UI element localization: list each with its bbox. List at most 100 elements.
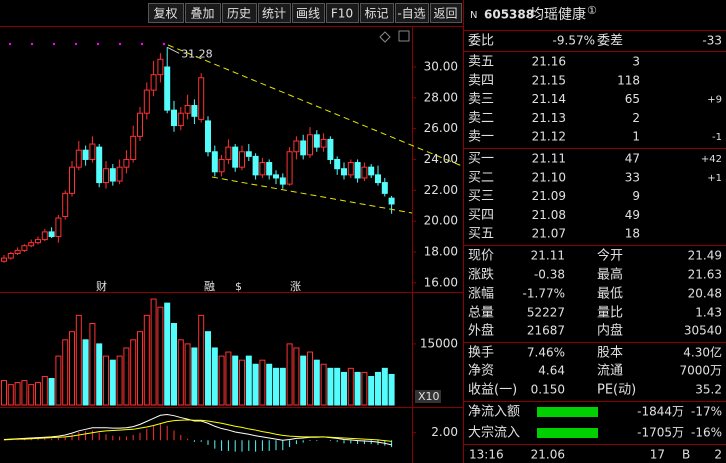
- tick-count: 2: [714, 448, 722, 462]
- volume-bar: [96, 343, 103, 406]
- toolbar-button[interactable]: [430, 3, 462, 23]
- quote-value: 30540: [684, 324, 722, 338]
- toolbar-label[interactable]: 统计: [262, 7, 286, 21]
- window-icon[interactable]: [398, 30, 410, 42]
- toolbar-label[interactable]: F10: [331, 7, 353, 21]
- quote-label: 今开: [597, 248, 623, 264]
- quote-label: 最低: [597, 287, 623, 302]
- event-marker[interactable]: 涨: [290, 280, 301, 293]
- candle-body: [137, 112, 143, 137]
- quote-value: 21.49: [688, 249, 722, 263]
- candle-body: [245, 151, 252, 157]
- candle-body: [225, 146, 232, 160]
- quote-value: 1.43: [695, 306, 722, 320]
- volume-bar: [109, 359, 116, 406]
- book-volume: 49: [625, 208, 640, 222]
- quote-value: 0.150: [531, 383, 565, 397]
- volume-bar: [157, 306, 164, 406]
- flow-label: 净流入额: [468, 405, 520, 420]
- candle-body: [41, 231, 48, 241]
- candle-body: [300, 140, 307, 156]
- book-change: +42: [701, 154, 722, 165]
- y-tick-label: 30.00: [424, 59, 458, 73]
- quote-value: 52227: [527, 306, 565, 320]
- volume-bar: [307, 351, 313, 406]
- book-label: 卖二: [468, 111, 494, 126]
- dot: [52, 42, 56, 46]
- book-label: 买四: [468, 208, 494, 223]
- candle-body: [48, 231, 55, 238]
- volume-bar: [245, 355, 252, 406]
- volume-bar: [313, 359, 320, 406]
- candle-body: [7, 252, 14, 259]
- toolbar-button[interactable]: [360, 3, 394, 23]
- volume-bar: [137, 331, 143, 406]
- trend-line: [211, 176, 413, 214]
- y-tick-label: 28.00: [424, 90, 458, 104]
- flow-pct: -17%: [691, 405, 722, 419]
- toolbar-label[interactable]: 历史: [227, 7, 251, 21]
- toolbar-label[interactable]: -自选: [397, 7, 425, 21]
- toolbar-label[interactable]: 复权: [153, 7, 177, 21]
- quote-label: 外盘: [468, 323, 494, 339]
- candle-body: [368, 166, 375, 176]
- event-marker[interactable]: $: [235, 280, 242, 293]
- quote-value: 35.2: [695, 383, 722, 397]
- candle-body: [14, 249, 21, 254]
- quote-label: 最高: [597, 267, 623, 283]
- flow-bar: [537, 428, 598, 438]
- book-label: 买三: [468, 189, 494, 204]
- book-price: 21.12: [532, 130, 566, 144]
- candle-body: [171, 109, 177, 127]
- volume-bar: [205, 331, 211, 406]
- book-volume: 118: [617, 73, 640, 87]
- toolbar-button[interactable]: [326, 3, 359, 23]
- volume-bar: [361, 371, 368, 406]
- event-marker[interactable]: 财: [96, 279, 107, 293]
- book-volume: 3: [632, 55, 640, 69]
- volume-bar: [368, 375, 375, 406]
- book-change: +9: [707, 95, 722, 106]
- volume-bar: [198, 314, 205, 406]
- flag: N: [470, 10, 477, 21]
- toolbar-label[interactable]: 标记: [364, 7, 388, 21]
- volume-bar: [62, 339, 69, 406]
- candle-body: [286, 151, 293, 185]
- candle-body: [21, 245, 28, 251]
- book-volume: 65: [625, 92, 640, 106]
- quote-value: -33: [702, 34, 722, 48]
- macd-line: [3, 419, 392, 442]
- quote-label: 涨跌: [468, 267, 494, 283]
- flow-pct: -16%: [691, 426, 722, 440]
- candle-body: [232, 146, 239, 168]
- toolbar-label[interactable]: 画线: [296, 7, 320, 21]
- candle-body: [184, 105, 191, 114]
- volume-bar: [218, 355, 225, 406]
- candle-body: [69, 166, 75, 194]
- quote-label: 委比: [468, 34, 494, 49]
- volume-bar: [171, 323, 177, 406]
- toolbar-label[interactable]: 返回: [433, 7, 457, 21]
- book-volume: 9: [632, 189, 640, 203]
- toolbar-label[interactable]: 叠加: [190, 7, 214, 21]
- tick-volume: 17: [650, 448, 665, 462]
- toolbar-button[interactable]: [148, 3, 184, 23]
- event-marker[interactable]: 融: [204, 280, 215, 293]
- volume-bar: [89, 323, 96, 406]
- volume-bar: [381, 367, 388, 406]
- toolbar-button[interactable]: [292, 3, 325, 23]
- candle-body: [279, 177, 286, 185]
- book-volume: 2: [632, 111, 640, 125]
- book-label: 买一: [468, 152, 494, 167]
- quote-label: 内盘: [597, 323, 623, 339]
- tick-time: 13:16: [469, 448, 504, 462]
- toolbar-button[interactable]: [185, 3, 221, 23]
- toolbar-button[interactable]: [222, 3, 257, 23]
- toolbar-button[interactable]: [258, 3, 291, 23]
- diamond-icon[interactable]: [379, 31, 391, 43]
- flow-value: -1705万: [637, 426, 684, 440]
- toolbar-button[interactable]: [395, 3, 429, 23]
- book-label: 买二: [468, 170, 494, 185]
- candle-body: [89, 143, 96, 160]
